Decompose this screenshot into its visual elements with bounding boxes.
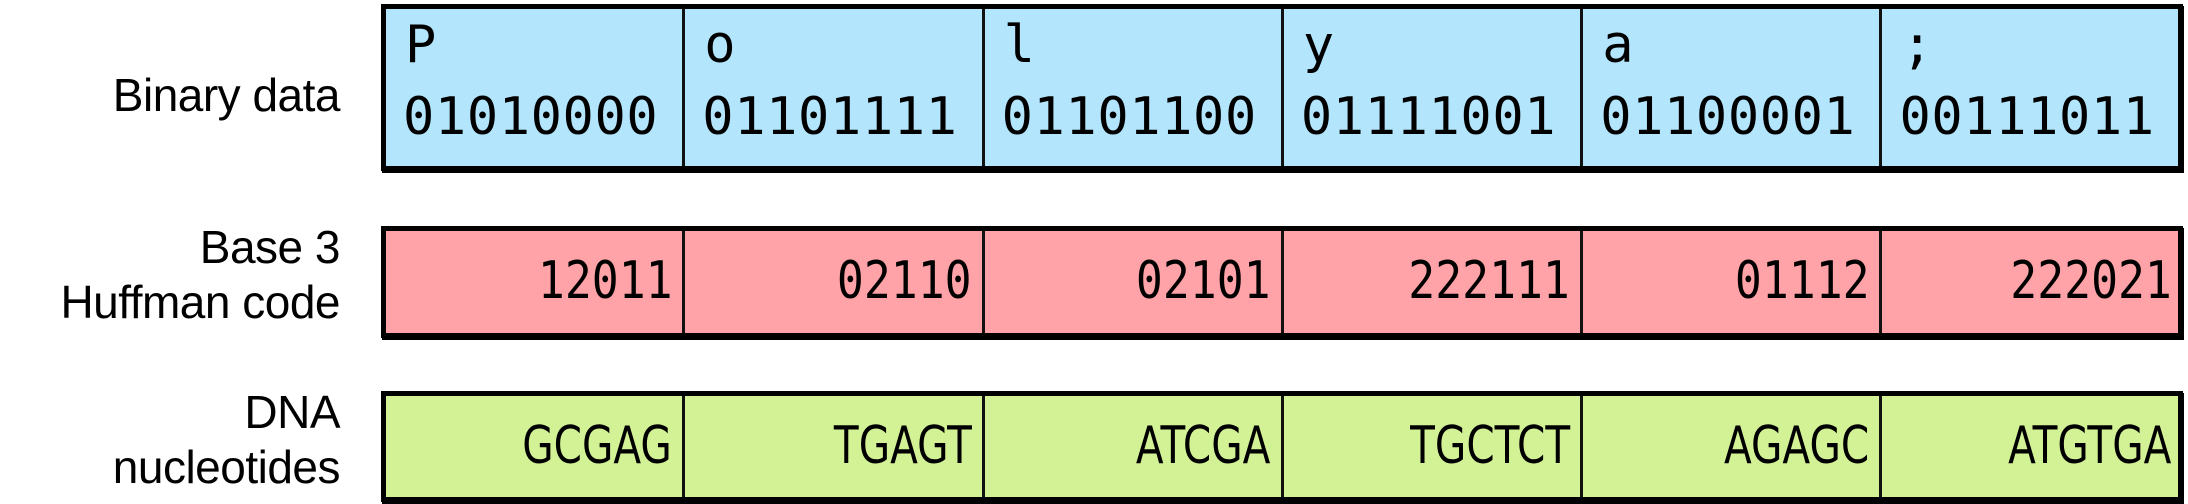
label-line: DNA [244,386,340,438]
character: P [405,15,437,75]
dna-sequence: GCGAG [522,416,673,476]
huffman-code-strip: 12011 02110 02101 222111 01112 222021 [381,226,2183,338]
binary-cell: l 01101100 [985,9,1284,166]
label-line: Binary data [112,69,341,121]
character: o [704,15,737,75]
binary-cell: ; 00111011 [1882,9,2181,166]
row-label-dna-nucleotides: DNA nucleotides [0,385,341,495]
binary-cell: P 01010000 [386,9,686,166]
dna-sequence: TGAGT [833,416,972,476]
dna-cell: ATGTGA [1882,396,2181,497]
label-line: Huffman code [60,276,340,328]
character: y [1302,15,1335,75]
dna-cell: AGAGC [1583,396,1883,497]
huffman-cell: 02101 [985,231,1284,333]
dna-cell: ATCGA [985,396,1284,497]
label-line: nucleotides [112,441,341,493]
binary-bits: 01010000 [403,87,659,147]
dna-sequence: ATCGA [1136,416,1271,476]
character: ; [1901,15,1934,75]
binary-bits: 01101111 [702,87,958,147]
huffman-cell: 222111 [1284,231,1584,333]
huffman-cell: 02110 [685,231,985,333]
dna-sequence: TGCTCT [1410,416,1571,476]
character: l [1003,15,1036,75]
dna-cell: TGCTCT [1284,396,1584,497]
huffman-value: 222021 [2010,251,2172,311]
binary-cell: a 01100001 [1583,9,1883,166]
dna-cell: GCGAG [386,396,686,497]
dna-cell: TGAGT [685,396,985,497]
label-line: Base 3 [199,221,341,273]
binary-bits: 01111001 [1300,87,1557,147]
dna-sequence: ATGTGA [2008,416,2172,476]
huffman-cell: 12011 [386,231,686,333]
binary-cell: y 01111001 [1284,9,1584,166]
dna-nucleotides-strip: GCGAG TGAGT ATCGA TGCTCT AGAGC ATGTGA [381,391,2183,502]
huffman-value: 01112 [1734,251,1870,311]
row-label-huffman-code: Base 3 Huffman code [0,220,340,330]
huffman-value: 02101 [1136,251,1271,311]
huffman-value: 12011 [537,251,673,311]
huffman-cell: 222021 [1882,231,2181,333]
row-label-binary-data: Binary data [0,68,341,123]
dna-sequence: AGAGC [1724,416,1870,476]
huffman-value: 222111 [1408,251,1571,311]
binary-bits: 01100001 [1600,87,1856,147]
huffman-cell: 01112 [1583,231,1883,333]
binary-bits: 01101100 [1001,87,1257,147]
huffman-value: 02110 [836,251,972,311]
binary-cell: o 01101111 [685,9,985,166]
character: a [1602,15,1635,75]
binary-bits: 00111011 [1899,87,2155,147]
binary-data-strip: P 01010000 o 01101111 l 01101100 y 01111… [381,4,2183,171]
